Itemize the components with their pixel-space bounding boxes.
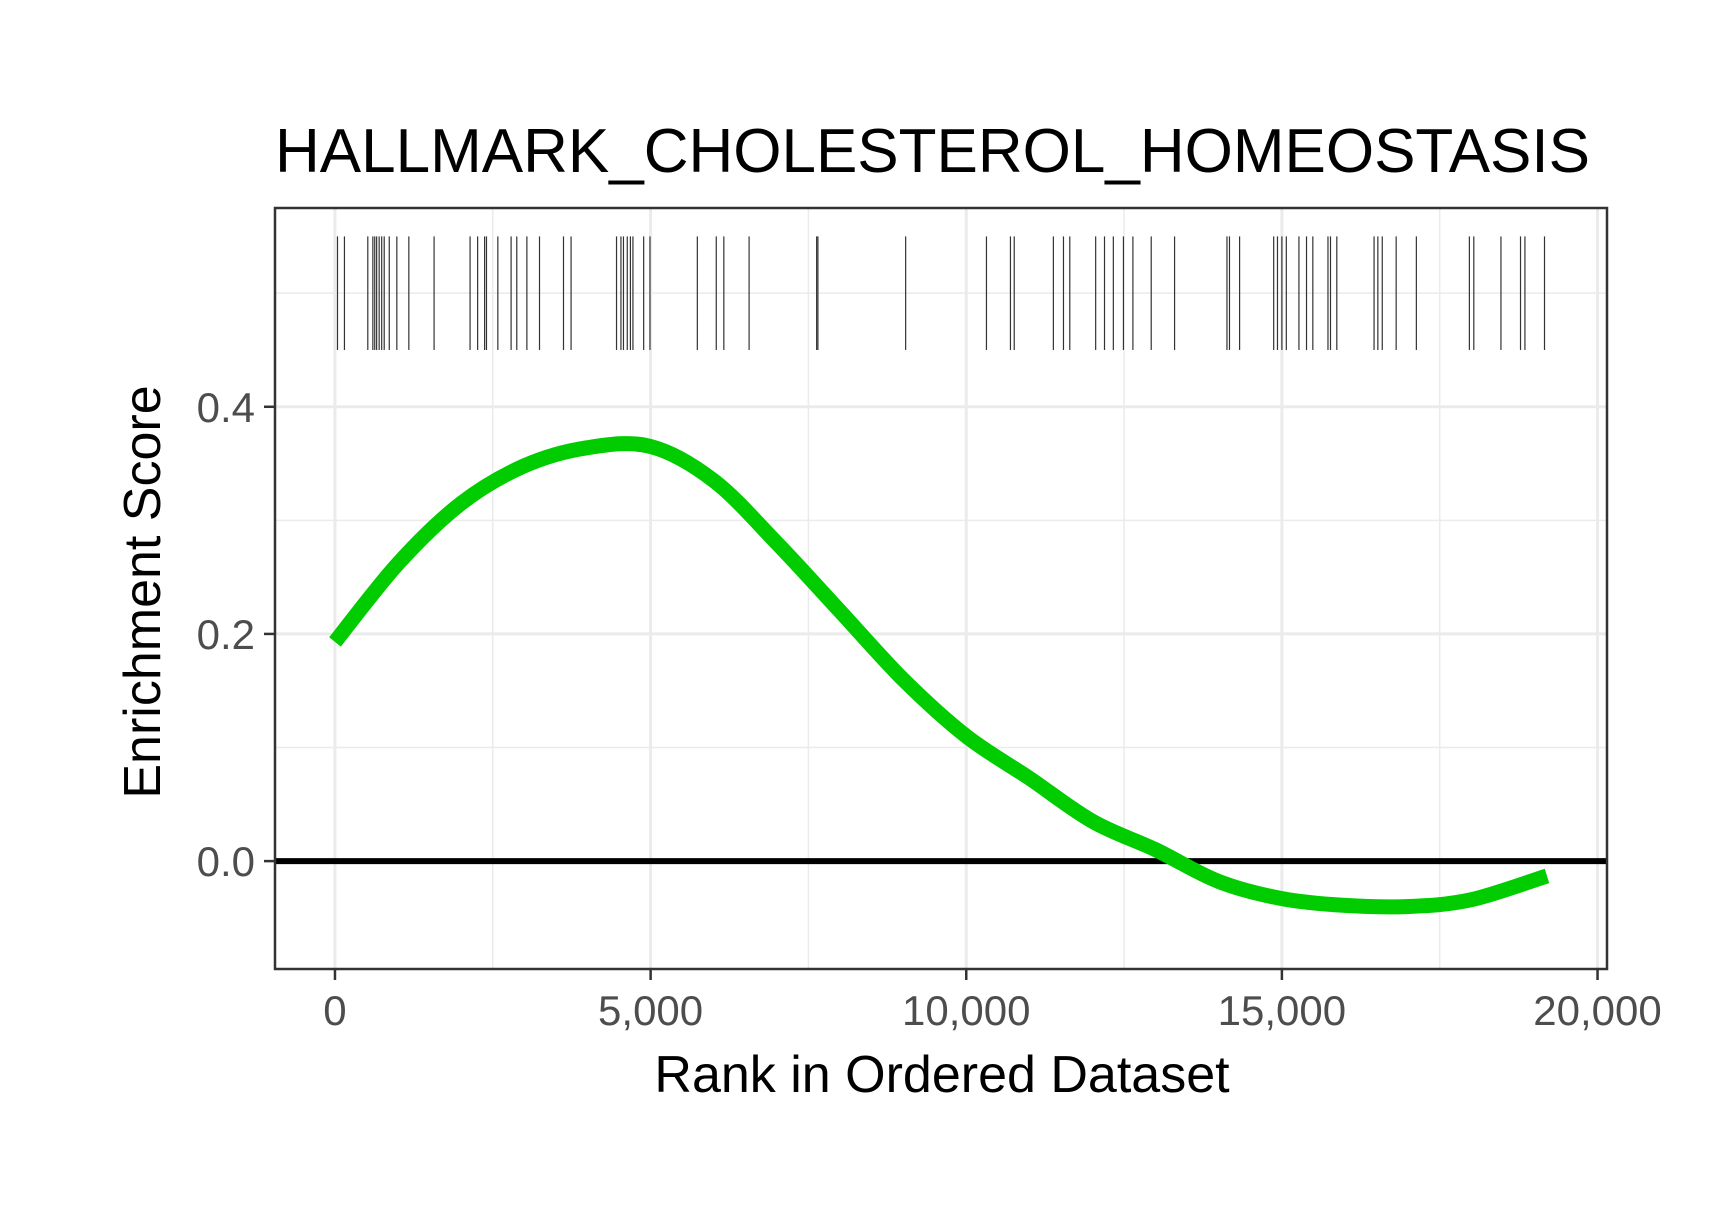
y-tick-label: 0.4 [197, 384, 255, 431]
panel-border [273, 206, 1609, 971]
enrichment-curve-group [329, 436, 1550, 915]
grid-lines [275, 208, 1607, 969]
x-tick-label: 10,000 [902, 987, 1030, 1034]
y-axis-title: Enrichment Score [114, 385, 172, 798]
x-tick-label: 5,000 [598, 987, 703, 1034]
x-tick-label: 0 [323, 987, 346, 1034]
x-tick-label: 20,000 [1533, 987, 1661, 1034]
y-tick-label: 0.0 [197, 838, 255, 885]
axes: 0 5,000 10,000 15,000 20,000 0.0 0.2 0.4 [197, 384, 1662, 1034]
enrichment-curve [329, 436, 1550, 915]
y-tick-label: 0.2 [197, 611, 255, 658]
x-axis-title: Rank in Ordered Dataset [654, 1046, 1230, 1104]
panel-frame [273, 206, 1609, 971]
gene-hit-ticks [336, 236, 1546, 350]
x-tick-label: 15,000 [1218, 987, 1346, 1034]
chart-title: HALLMARK_CHOLESTEROL_HOMEOSTASIS [275, 117, 1590, 186]
